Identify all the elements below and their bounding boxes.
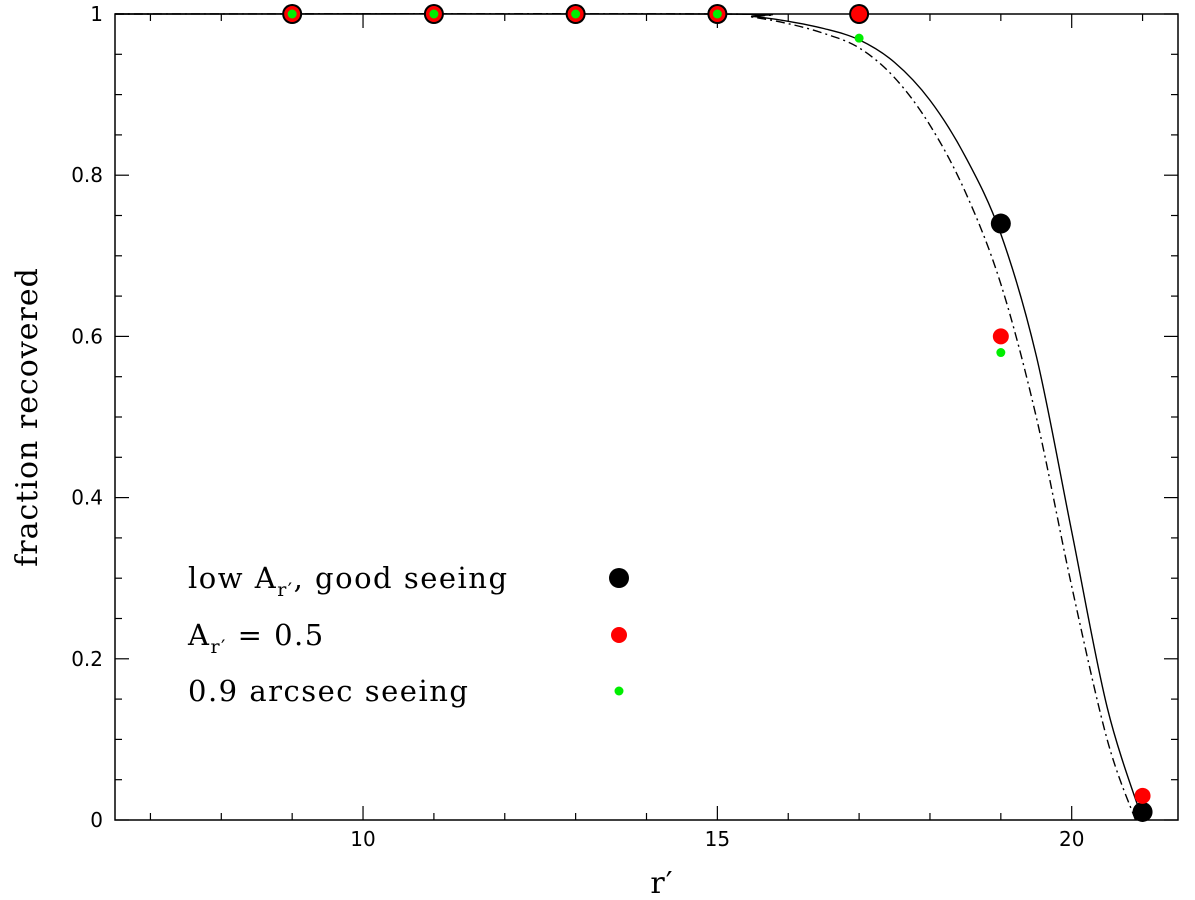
data-point-series-1 [1132, 801, 1153, 822]
legend: low Ar′, good seeing Ar′ = 0.5 0.9 arcsec … [187, 561, 629, 708]
y-tick-label: 0.4 [71, 486, 103, 510]
data-point-series-3 [996, 348, 1006, 358]
y-tick-label: 1 [90, 2, 103, 26]
fit-curve-dash-dot [114, 13, 1137, 821]
y-tick-label: 0.2 [71, 647, 103, 671]
data-point-series-3 [287, 9, 297, 19]
fit-curve-solid [114, 13, 1144, 821]
data-point-series-3 [429, 9, 439, 19]
legend-marker [611, 627, 627, 643]
data-points [282, 4, 1153, 822]
x-tick-label: 10 [350, 827, 375, 851]
fit-curves [114, 13, 1144, 821]
y-tick-label: 0 [90, 808, 103, 832]
data-point-series-2 [992, 328, 1009, 345]
legend-label: Ar′ = 0.5 [187, 618, 325, 658]
legend-label: low Ar′, good seeing [188, 561, 509, 601]
y-axis-title: fraction recovered [10, 267, 45, 567]
data-point-series-3 [712, 9, 722, 19]
data-point-series-3 [854, 33, 864, 43]
data-point-series-3 [571, 9, 581, 19]
legend-label: 0.9 arcsec seeing [188, 674, 469, 708]
y-tick-label: 0.6 [71, 324, 103, 348]
data-point-series-2 [1134, 787, 1151, 804]
legend-marker [614, 686, 624, 696]
y-tick-label: 0.8 [71, 163, 103, 187]
x-axis-title: r′ [650, 866, 673, 900]
axis-tick-labels: 10 15 20 0 0.2 0.4 0.6 0.8 1 [71, 2, 1084, 851]
data-point-series-1 [990, 213, 1011, 234]
x-tick-label: 15 [705, 827, 730, 851]
legend-marker [609, 568, 629, 588]
data-point-series-2 [851, 6, 868, 22]
x-tick-label: 20 [1059, 827, 1084, 851]
